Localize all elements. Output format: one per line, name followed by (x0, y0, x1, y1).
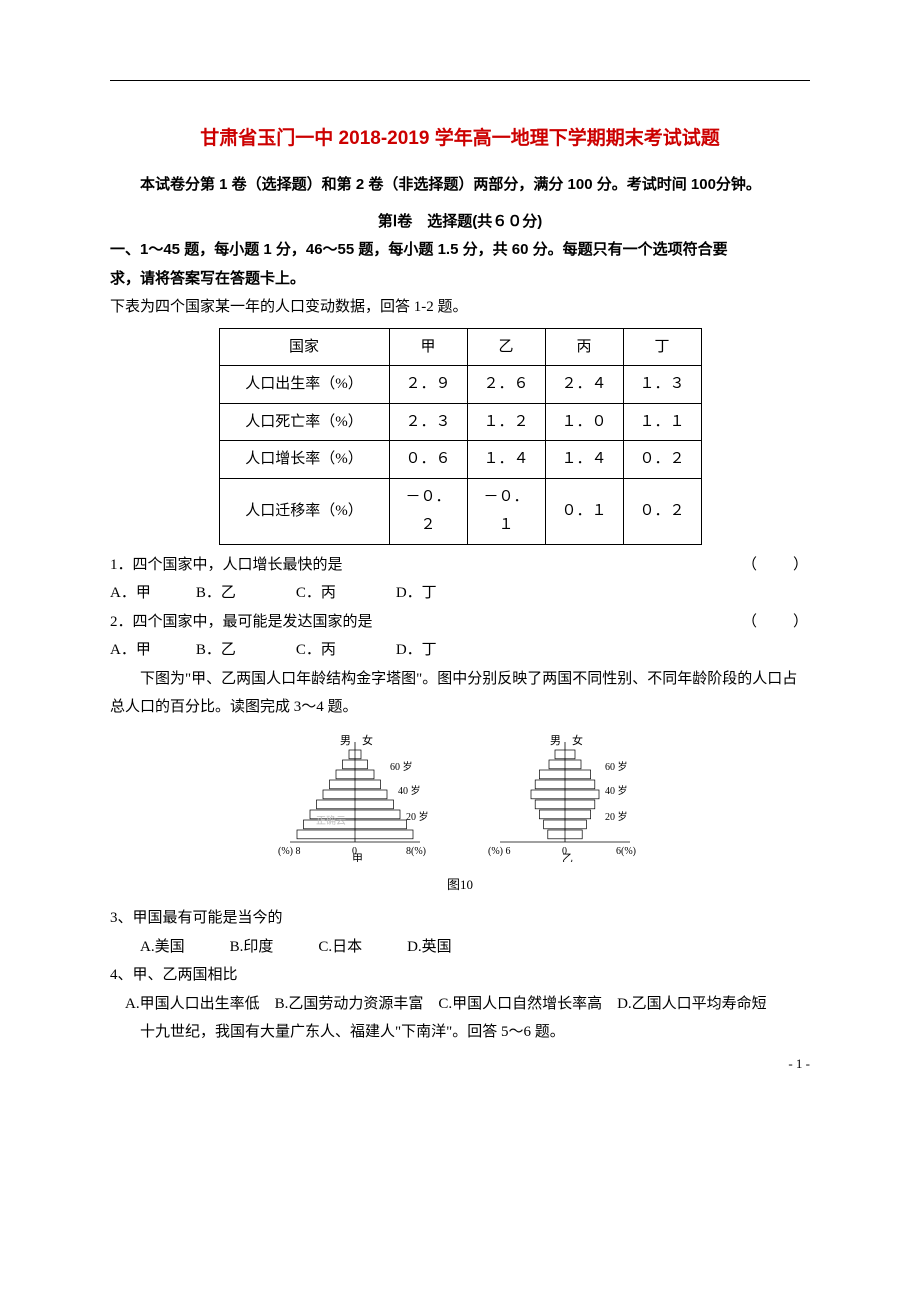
lead-2: 下图为"甲、乙两国人口年龄结构金字塔图"。图中分别反映了两国不同性别、不同年龄阶… (110, 665, 810, 722)
th-c: 丙 (545, 328, 623, 366)
q1-options: A．甲 B．乙 C．丙 D．丁 (110, 579, 810, 608)
th-country: 国家 (219, 328, 389, 366)
q2-line: 2．四个国家中，最可能是发达国家的是 （ ） (110, 608, 810, 637)
pyramid-right: 男 女 60 岁 40 岁 20 岁 (%) 6 0 6(%) 乙 (480, 732, 650, 870)
q2-stem: 2．四个国家中，最可能是发达国家的是 (110, 608, 373, 637)
q3-stem: 3、甲国最有可能是当今的 (110, 904, 810, 933)
cell: １．０ (545, 403, 623, 441)
q4-stem: 4、甲、乙两国相比 (110, 961, 810, 990)
cell: １．４ (545, 441, 623, 479)
cell: １．１ (623, 403, 701, 441)
pyr-name-a: 甲 (352, 853, 363, 862)
lbl-female: 女 (572, 733, 583, 747)
cell: ０．２ (623, 441, 701, 479)
q3-options: A.美国 B.印度 C.日本 D.英国 (110, 933, 810, 962)
cell: ２．６ (467, 366, 545, 404)
lbl-female: 女 (362, 733, 373, 747)
cell: ０．１ (545, 478, 623, 544)
xlab-r: 6(%) (616, 846, 636, 857)
ytick-40: 40 岁 (398, 784, 421, 797)
q1-stem: 1．四个国家中，人口增长最快的是 (110, 551, 343, 580)
th-d: 丁 (623, 328, 701, 366)
th-b: 乙 (467, 328, 545, 366)
pyramid-left-svg: 男 女 60 岁 40 岁 20 岁 (%) 8 0 8(%) 正确云 甲 (270, 732, 440, 862)
instruction-line-a: 一、1～45 题，每小题 1 分，46～55 题，每小题 1.5 分，共 60 … (110, 236, 810, 265)
intro-text: 本试卷分第 1 卷（选择题）和第 2 卷（非选择题）两部分，满分 100 分。考… (110, 171, 810, 200)
ytick-60: 60 岁 (390, 760, 413, 773)
cell: ０．６ (389, 441, 467, 479)
q1-paren: （ ） (742, 551, 810, 580)
exam-page: 甘肃省玉门一中 2018-2019 学年高一地理下学期期末考试试题 本试卷分第 … (0, 0, 920, 1107)
cell: １．４ (467, 441, 545, 479)
q2-options: A．甲 B．乙 C．丙 D．丁 (110, 636, 810, 665)
figure-caption: 图10 (110, 873, 810, 898)
cell: ２．４ (545, 366, 623, 404)
cell: －０．２ (389, 478, 467, 544)
lbl-male: 男 (550, 735, 561, 747)
table-row: 人口增长率（%） ０．６ １．４ １．４ ０．２ (219, 441, 701, 479)
th-a: 甲 (389, 328, 467, 366)
cell: ２．３ (389, 403, 467, 441)
pyr-name-b: 乙 (562, 852, 573, 862)
population-table: 国家 甲 乙 丙 丁 人口出生率（%） ２．９ ２．６ ２．４ １．３ 人口死亡… (219, 328, 702, 545)
watermark: 正确云 (316, 814, 346, 827)
xlab-l: (%) 8 (278, 846, 301, 857)
page-number: - 1 - (788, 1052, 810, 1077)
cell-label: 人口死亡率（%） (219, 403, 389, 441)
ytick-40: 40 岁 (605, 784, 628, 797)
q2-paren: （ ） (742, 608, 810, 637)
pyramid-figure: 男 女 60 岁 40 岁 20 岁 (%) 8 0 8(%) 正确云 甲 男 (110, 732, 810, 870)
cell-label: 人口迁移率（%） (219, 478, 389, 544)
cell-label: 人口增长率（%） (219, 441, 389, 479)
cell: ０．２ (623, 478, 701, 544)
q1-line: 1．四个国家中，人口增长最快的是 （ ） (110, 551, 810, 580)
ytick-20: 20 岁 (406, 810, 429, 823)
table-row: 人口出生率（%） ２．９ ２．６ ２．４ １．３ (219, 366, 701, 404)
cell: ２．９ (389, 366, 467, 404)
section-1-head: 第Ⅰ卷 选择题(共６０分) (110, 208, 810, 237)
xlab-r: 8(%) (406, 846, 426, 857)
pyramid-left: 男 女 60 岁 40 岁 20 岁 (%) 8 0 8(%) 正确云 甲 (270, 732, 440, 870)
cell: －０．１ (467, 478, 545, 544)
page-title: 甘肃省玉门一中 2018-2019 学年高一地理下学期期末考试试题 (110, 121, 810, 157)
lbl-male: 男 (340, 735, 351, 747)
table-row: 人口死亡率（%） ２．３ １．２ １．０ １．１ (219, 403, 701, 441)
table-header-row: 国家 甲 乙 丙 丁 (219, 328, 701, 366)
ytick-60: 60 岁 (605, 760, 628, 773)
pyramid-right-svg: 男 女 60 岁 40 岁 20 岁 (%) 6 0 6(%) 乙 (480, 732, 650, 862)
cell: １．２ (467, 403, 545, 441)
xlab-l: (%) 6 (488, 846, 511, 857)
q4-options: A.甲国人口出生率低 B.乙国劳动力资源丰富 C.甲国人口自然增长率高 D.乙国… (110, 990, 810, 1019)
cell: １．３ (623, 366, 701, 404)
table-row: 人口迁移率（%） －０．２ －０．１ ０．１ ０．２ (219, 478, 701, 544)
lead-1: 下表为四个国家某一年的人口变动数据，回答 1-2 题。 (110, 293, 810, 322)
instruction-line-b: 求，请将答案写在答题卡上。 (110, 265, 810, 294)
top-rule (110, 80, 810, 81)
ytick-20: 20 岁 (605, 810, 628, 823)
lead-3: 十九世纪，我国有大量广东人、福建人"下南洋"。回答 5～6 题。 (110, 1018, 810, 1047)
cell-label: 人口出生率（%） (219, 366, 389, 404)
